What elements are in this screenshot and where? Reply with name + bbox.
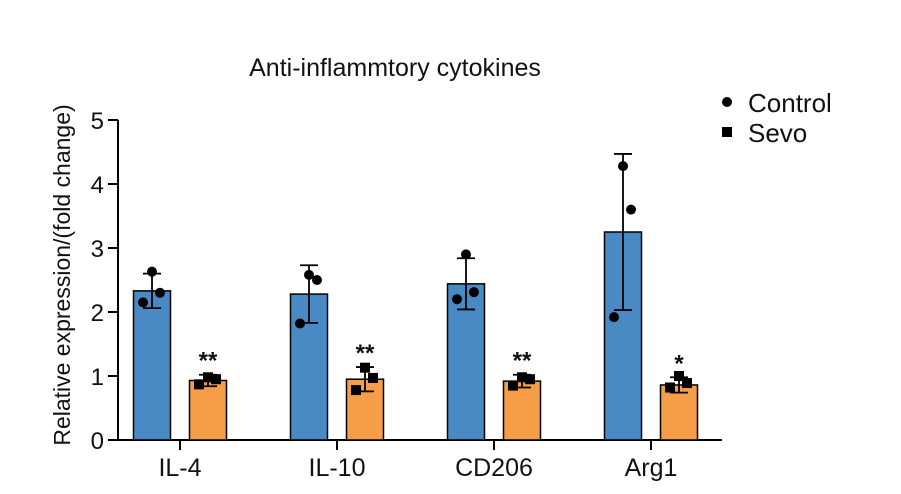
- sevo-point: [508, 380, 518, 391]
- control-point: [452, 294, 462, 305]
- axes: 0 1 2 3 4 5 IL-4 IL-10 CD206 Arg1: [91, 108, 722, 482]
- sevo-bar: [659, 384, 699, 441]
- category-label: IL-10: [309, 454, 366, 482]
- legend-sevo-label: Sevo: [748, 118, 807, 148]
- category-label: CD206: [455, 454, 533, 482]
- control-point: [138, 297, 148, 308]
- significance-marker: **: [199, 348, 218, 375]
- control-point: [609, 312, 619, 323]
- control-bar: [132, 290, 172, 441]
- bars: ** ** ** *: [132, 153, 699, 441]
- sevo-point: [682, 378, 692, 389]
- control-point: [461, 249, 471, 260]
- legend-sevo-marker: [722, 127, 732, 137]
- legend-control-label: Control: [748, 88, 832, 118]
- control-point: [155, 287, 165, 298]
- legend-control-marker: [722, 97, 732, 107]
- y-axis-label: Relative expression/(fold change): [49, 104, 75, 445]
- y-tick-label: 2: [91, 300, 104, 327]
- control-point: [626, 204, 636, 215]
- y-tick-label: 0: [91, 428, 104, 455]
- control-point: [295, 318, 305, 329]
- control-point: [618, 161, 628, 172]
- y-tick-label: 5: [91, 108, 104, 135]
- control-point: [147, 266, 157, 277]
- sevo-point: [665, 382, 675, 393]
- category-label: Arg1: [625, 454, 678, 482]
- sevo-point: [517, 372, 527, 383]
- sevo-point: [360, 362, 370, 373]
- category-label: IL-4: [158, 454, 201, 482]
- significance-marker: *: [674, 350, 684, 377]
- sevo-point: [194, 379, 204, 390]
- control-point: [312, 275, 322, 285]
- control-point: [469, 287, 479, 298]
- control-point: [304, 269, 314, 280]
- significance-marker: **: [513, 348, 532, 375]
- y-tick-label: 4: [91, 172, 104, 199]
- sevo-point: [203, 372, 213, 383]
- significance-marker: **: [356, 340, 375, 367]
- sevo-point: [211, 374, 221, 385]
- sevo-point: [368, 372, 378, 383]
- control-bar: [289, 293, 329, 441]
- y-tick-label: 1: [91, 364, 104, 391]
- chart-title: Anti-inflammtory cytokines: [249, 54, 541, 82]
- y-tick-label: 3: [91, 236, 104, 263]
- sevo-point: [525, 374, 535, 385]
- sevo-bar: [188, 379, 228, 441]
- sevo-point: [351, 385, 361, 396]
- sevo-point: [674, 371, 684, 381]
